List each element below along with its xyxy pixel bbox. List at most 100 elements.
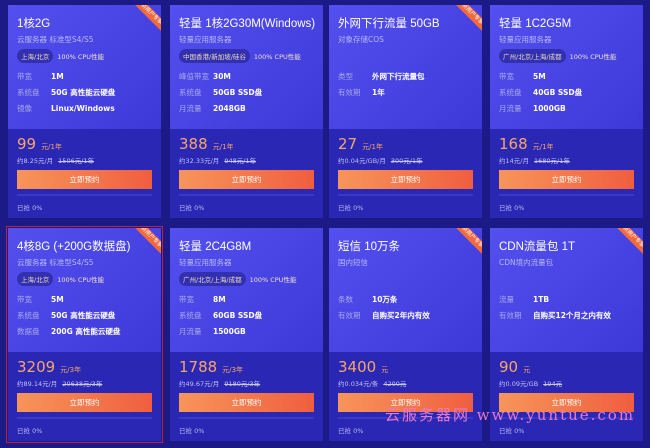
spec-label: 系统盘 bbox=[17, 87, 40, 97]
product-card[interactable]: 轻量 1C2G5M 轻量应用服务器广州/北京/上海/成都 100% CPU性能带宽 5… bbox=[490, 5, 643, 218]
product-card[interactable]: 1核2G 云服务器 标准型S4/S5 上海/北京 100% CPU性能 带宽 1M 系统盘 5… bbox=[8, 5, 161, 218]
sold-progress-bar bbox=[179, 417, 314, 419]
price-value: 27 bbox=[338, 135, 358, 153]
region-tag: 中国香港/新加坡/硅谷 bbox=[179, 49, 250, 63]
spec-row: 条数 10万条 bbox=[338, 291, 430, 307]
spec-label: 有效期 bbox=[338, 310, 361, 320]
price-value: 168 bbox=[499, 135, 528, 153]
card-subtitle: CDN境内流量包 bbox=[499, 258, 554, 267]
monthly-price: 约14元/月 bbox=[499, 157, 529, 165]
spec-row: 月流量 1500GB bbox=[179, 323, 262, 339]
card-subtitle: 对象存储COS bbox=[338, 35, 384, 44]
sold-progress-bar bbox=[499, 417, 634, 419]
price-unit: 元/3年 bbox=[222, 366, 244, 374]
cpu-performance: 100% CPU性能 bbox=[57, 53, 105, 61]
product-card[interactable]: 短信 10万条 国内短信 条数 10万条 有效期 自购买2年内有效 3400 元约0.034… bbox=[329, 228, 482, 441]
product-card[interactable]: 轻量 2C4G8M 轻量应用服务器 广州/北京/上海/成都 100% CPU性能 带宽 8… bbox=[170, 228, 323, 441]
spec-value: 50GB SSD盘 bbox=[213, 87, 263, 97]
spec-list: 带宽 8M 系统盘 60GB SSD盘 月流量 1500GB bbox=[179, 291, 262, 339]
spec-value: 50G 高性能云硬盘 bbox=[51, 310, 116, 320]
spec-label: 带宽 bbox=[17, 294, 32, 304]
spec-label: 类型 bbox=[338, 71, 353, 81]
monthly-price: 约0.04元/GB/月 bbox=[338, 157, 386, 165]
spec-row: 系统盘 50GB SSD盘 bbox=[179, 84, 262, 100]
price-detail: 约0.09元/GB 194元 bbox=[499, 378, 562, 388]
sold-percent: 已抢 0% bbox=[17, 427, 43, 435]
card-title: 轻量 1C2G5M bbox=[499, 18, 572, 30]
spec-value: 30M bbox=[213, 71, 231, 81]
sold-progress-bar bbox=[179, 194, 314, 196]
spec-value: Linux/Windows bbox=[51, 103, 115, 113]
spec-label: 月流量 bbox=[179, 326, 202, 336]
spec-list: 条数 10万条有效期 自购买2年内有效 bbox=[338, 291, 430, 323]
spec-value: 2048GB bbox=[213, 103, 246, 113]
spec-list: 带宽 5M 系统盘 40GB SSD盘 月流量 1000GB bbox=[499, 68, 582, 116]
price-detail: 约49.67元/月 9180元/3年 bbox=[179, 378, 260, 388]
spec-row: 带宽 8M bbox=[179, 291, 262, 307]
spec-label: 带宽 bbox=[17, 71, 32, 81]
spec-row: 类型 外网下行流量包 bbox=[338, 68, 425, 84]
spec-value: 自购买12个月之内有效 bbox=[533, 310, 611, 320]
sold-progress-bar bbox=[338, 194, 473, 196]
watermark: 云服务器网 www.yuntue.com bbox=[385, 406, 636, 424]
spec-label: 带宽 bbox=[499, 71, 514, 81]
spec-value: 5M bbox=[533, 71, 546, 81]
product-card[interactable]: 4核8G (+200G数据盘) 云服务器 标准型S4/S5 上海/北京 100% CP… bbox=[6, 226, 163, 443]
monthly-price: 约0.09元/GB bbox=[499, 380, 539, 388]
spec-row: 有效期 自购买12个月之内有效 bbox=[499, 307, 611, 323]
spec-value: 1TB bbox=[533, 294, 550, 304]
price-value: 3209 bbox=[17, 358, 56, 376]
price-unit: 元 bbox=[381, 366, 389, 374]
sold-percent: 已抢 0% bbox=[17, 204, 43, 212]
price-value: 1788 bbox=[179, 358, 218, 376]
sold-percent: 已抢 0% bbox=[499, 427, 525, 435]
region-tag: 广州/北京/上海/成都 bbox=[499, 49, 566, 63]
cpu-performance: 100% CPU性能 bbox=[249, 276, 297, 284]
reserve-button[interactable]: 立即预约 bbox=[499, 170, 634, 189]
spec-list: 类型 外网下行流量包 有效期 1年 bbox=[338, 68, 425, 100]
product-card[interactable]: CDN流量包 1T CDN境内流量包 流量 1TB 有效期 自购买12个月之内有效 90 元… bbox=[490, 228, 643, 441]
spec-value: 自购买2年内有效 bbox=[372, 310, 430, 320]
sold-progress-bar bbox=[17, 417, 152, 419]
spec-value: 50G 高性能云硬盘 bbox=[51, 87, 116, 97]
price-value: 3400 bbox=[338, 358, 377, 376]
price-unit: 元 bbox=[523, 366, 531, 374]
card-subtitle: 轻量应用服务器 bbox=[499, 35, 552, 44]
reserve-button[interactable]: 立即预约 bbox=[17, 393, 152, 412]
spec-row: 带宽 5M bbox=[499, 68, 582, 84]
cpu-performance: 100% CPU性能 bbox=[569, 53, 617, 61]
spec-row: 有效期 1年 bbox=[338, 84, 425, 100]
spec-value: 40GB SSD盘 bbox=[533, 87, 583, 97]
spec-row: 数据盘 200G 高性能云硬盘 bbox=[17, 323, 120, 339]
original-price: 4200元 bbox=[383, 380, 407, 388]
spec-row: 有效期 自购买2年内有效 bbox=[338, 307, 430, 323]
sold-percent: 已抢 0% bbox=[338, 204, 364, 212]
price-value: 99 bbox=[17, 135, 37, 153]
reserve-button[interactable]: 立即预约 bbox=[179, 170, 314, 189]
spec-value: 1000GB bbox=[533, 103, 566, 113]
spec-value: 10万条 bbox=[372, 294, 398, 304]
price: 90 元 bbox=[499, 357, 530, 376]
reserve-button[interactable]: 立即预约 bbox=[338, 393, 473, 412]
price-detail: 约0.034元/条 4200元 bbox=[338, 378, 406, 388]
reserve-button[interactable]: 立即预约 bbox=[338, 170, 473, 189]
sold-progress-bar bbox=[17, 194, 152, 196]
sold-percent: 已抢 0% bbox=[338, 427, 364, 435]
monthly-price: 约0.034元/条 bbox=[338, 380, 379, 388]
price-detail: 约8.25元/月 1506元/1年 bbox=[17, 155, 94, 165]
product-card[interactable]: 外网下行流量 50GB 对象存储COS 类型 外网下行流量包 有效期 1年 27 元/1年约… bbox=[329, 5, 482, 218]
cpu-performance: 100% CPU性能 bbox=[253, 53, 301, 61]
spec-label: 镜像 bbox=[17, 103, 32, 113]
reserve-button[interactable]: 立即预约 bbox=[499, 393, 634, 412]
price-detail: 约89.14元/月 20638元/3年 bbox=[17, 378, 102, 388]
card-subtitle: 国内短信 bbox=[338, 258, 368, 267]
product-card[interactable]: 轻量 1核2G30M(Windows) 轻量应用服务器 中国香港/新加坡/硅谷 100… bbox=[170, 5, 323, 218]
reserve-button[interactable]: 立即预约 bbox=[179, 393, 314, 412]
card-title: CDN流量包 1T bbox=[499, 241, 576, 253]
spec-label: 系统盘 bbox=[179, 87, 202, 97]
reserve-button[interactable]: 立即预约 bbox=[17, 170, 152, 189]
region-tag: 上海/北京 bbox=[17, 49, 54, 63]
card-title: 轻量 2C4G8M bbox=[179, 241, 252, 253]
price: 27 元/1年 bbox=[338, 134, 383, 153]
card-header-bg bbox=[170, 5, 323, 129]
